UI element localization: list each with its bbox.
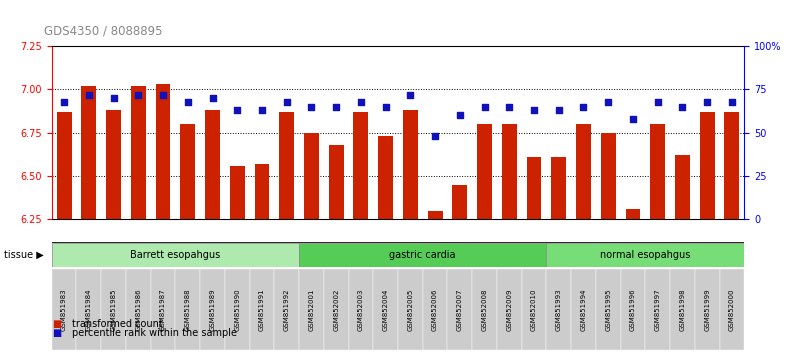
Text: GSM851986: GSM851986	[135, 289, 142, 331]
Bar	[57, 112, 72, 219]
Point	[478, 104, 491, 110]
Point	[651, 99, 664, 104]
Bar	[546, 243, 744, 267]
Bar	[329, 145, 344, 219]
Point	[626, 116, 639, 122]
Bar	[452, 185, 467, 219]
Bar	[650, 124, 665, 219]
Bar	[403, 110, 418, 219]
Text: ■: ■	[52, 328, 61, 338]
Text: GSM851998: GSM851998	[680, 289, 685, 331]
Text: GSM851983: GSM851983	[61, 289, 67, 331]
Point	[429, 133, 442, 139]
Point	[330, 104, 342, 110]
Point	[107, 95, 120, 101]
Bar	[181, 124, 195, 219]
Text: GSM852004: GSM852004	[383, 289, 388, 331]
Text: transformed count: transformed count	[72, 319, 162, 329]
Text: tissue ▶: tissue ▶	[4, 250, 44, 260]
Point	[354, 99, 367, 104]
Bar	[279, 112, 294, 219]
Text: GSM852005: GSM852005	[408, 289, 413, 331]
Point	[700, 99, 713, 104]
Text: GSM852010: GSM852010	[531, 289, 537, 331]
Text: GSM852001: GSM852001	[308, 289, 314, 331]
Text: GSM852007: GSM852007	[457, 289, 462, 331]
Point	[528, 107, 540, 113]
Bar	[255, 164, 269, 219]
Bar	[724, 112, 739, 219]
Bar	[675, 155, 690, 219]
Text: GSM851992: GSM851992	[283, 289, 290, 331]
Text: GSM851989: GSM851989	[209, 289, 216, 331]
Bar	[552, 157, 566, 219]
Point	[676, 104, 689, 110]
Point	[552, 107, 565, 113]
Point	[725, 99, 738, 104]
Text: GSM851984: GSM851984	[86, 289, 92, 331]
Text: ■: ■	[52, 319, 61, 329]
Bar	[131, 86, 146, 219]
Text: GSM851990: GSM851990	[234, 289, 240, 331]
Point	[602, 99, 615, 104]
Text: GSM852000: GSM852000	[729, 289, 735, 331]
Bar	[52, 243, 299, 267]
Point	[404, 92, 417, 97]
Text: Barrett esopahgus: Barrett esopahgus	[131, 250, 220, 260]
Point	[454, 113, 466, 118]
Bar	[156, 84, 170, 219]
Bar	[477, 124, 492, 219]
Text: GSM852008: GSM852008	[482, 289, 488, 331]
Text: GSM851991: GSM851991	[259, 289, 265, 331]
Point	[206, 95, 219, 101]
Bar	[353, 112, 369, 219]
Text: percentile rank within the sample: percentile rank within the sample	[72, 328, 236, 338]
Point	[83, 92, 96, 97]
Point	[58, 99, 71, 104]
Point	[256, 107, 268, 113]
Text: gastric cardia: gastric cardia	[389, 250, 456, 260]
Text: GSM852002: GSM852002	[334, 289, 339, 331]
Bar	[700, 112, 715, 219]
Text: GSM852003: GSM852003	[358, 289, 364, 331]
Point	[379, 104, 392, 110]
Text: GSM852006: GSM852006	[432, 289, 438, 331]
Bar	[81, 86, 96, 219]
Bar	[230, 166, 244, 219]
Point	[503, 104, 516, 110]
Bar	[501, 124, 517, 219]
Text: GSM851994: GSM851994	[580, 289, 587, 331]
Text: GSM851996: GSM851996	[630, 289, 636, 331]
Text: GSM851999: GSM851999	[704, 289, 710, 331]
Bar	[205, 110, 220, 219]
Point	[181, 99, 194, 104]
Text: GSM851995: GSM851995	[605, 289, 611, 331]
Text: GDS4350 / 8088895: GDS4350 / 8088895	[44, 24, 162, 37]
Point	[577, 104, 590, 110]
Text: GSM851988: GSM851988	[185, 289, 191, 331]
Point	[231, 107, 244, 113]
Bar	[527, 157, 541, 219]
Text: normal esopahgus: normal esopahgus	[600, 250, 690, 260]
Point	[305, 104, 318, 110]
Bar	[304, 133, 319, 219]
Point	[132, 92, 145, 97]
Text: GSM851993: GSM851993	[556, 289, 562, 331]
Bar	[106, 110, 121, 219]
Point	[157, 92, 170, 97]
Text: GSM851997: GSM851997	[654, 289, 661, 331]
Bar	[427, 211, 443, 219]
Text: GSM851985: GSM851985	[111, 289, 116, 331]
Bar	[378, 136, 393, 219]
Text: GSM852009: GSM852009	[506, 289, 513, 331]
Bar	[626, 209, 641, 219]
Bar	[601, 133, 615, 219]
Point	[280, 99, 293, 104]
Text: GSM851987: GSM851987	[160, 289, 166, 331]
Bar	[299, 243, 546, 267]
Bar	[576, 124, 591, 219]
